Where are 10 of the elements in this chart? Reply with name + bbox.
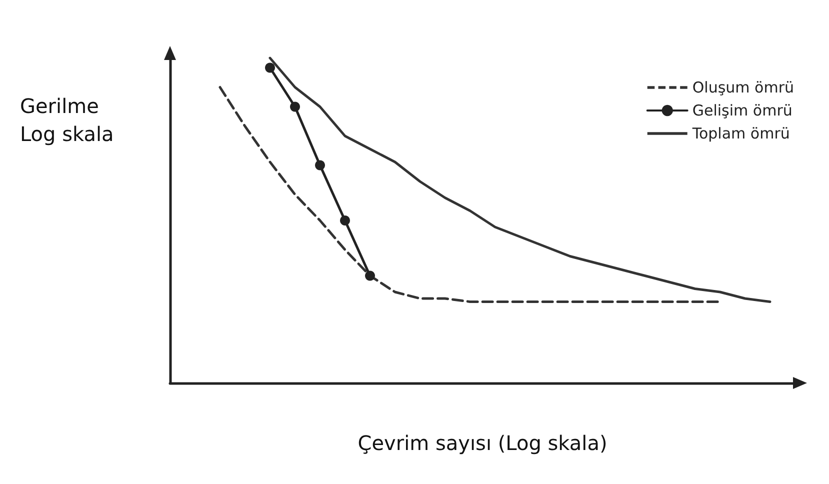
point — [315, 160, 325, 170]
y-axis-title: Gerilme Log skala — [20, 94, 114, 146]
legend-label: Gelişim ömrü — [692, 102, 792, 120]
legend-label: Oluşum ömrü — [692, 78, 794, 96]
point — [290, 102, 300, 112]
legend-label: Toplam ömrü — [691, 124, 790, 142]
point — [340, 216, 350, 226]
x-axis-title: Çevrim sayısı (Log skala) — [358, 431, 608, 455]
point — [265, 62, 275, 73]
point — [365, 270, 375, 281]
